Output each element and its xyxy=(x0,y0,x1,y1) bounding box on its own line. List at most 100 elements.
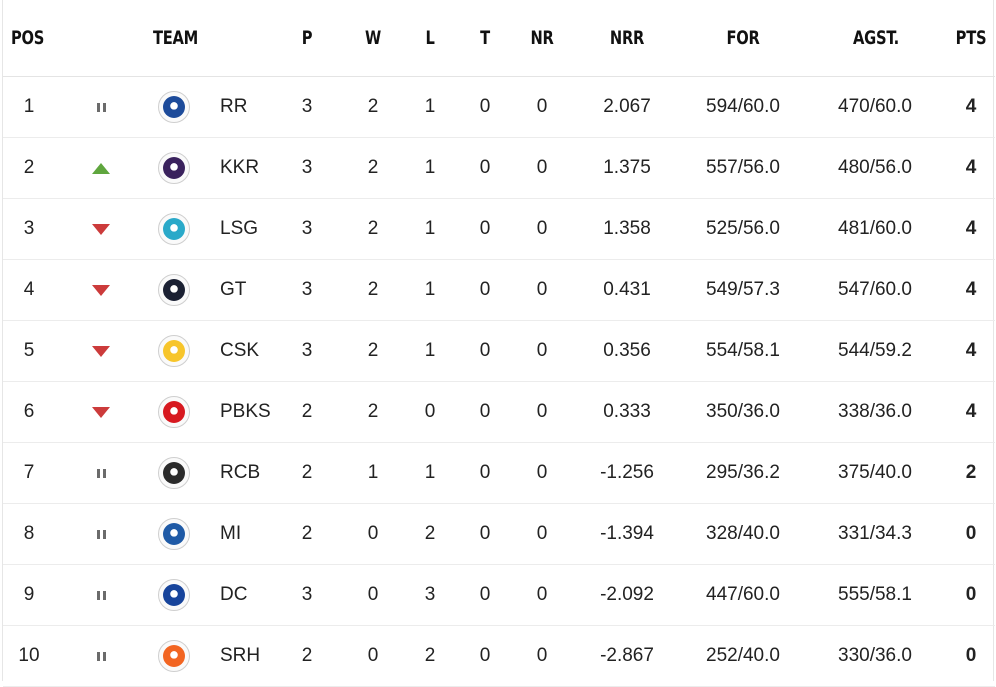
team-name[interactable]: MI xyxy=(220,523,242,544)
team-emblem-icon xyxy=(163,462,185,484)
header-l[interactable]: L xyxy=(425,27,435,49)
cell-won: 0 xyxy=(367,584,379,605)
team-name[interactable]: SRH xyxy=(220,645,261,666)
mi-logo-icon[interactable] xyxy=(158,518,190,550)
header-pos[interactable]: POS xyxy=(11,27,45,49)
team-name[interactable]: CSK xyxy=(220,340,260,361)
cell-won: 2 xyxy=(367,157,379,178)
cell-points: 4 xyxy=(965,157,977,178)
cell-lost: 1 xyxy=(424,218,436,239)
team-emblem-icon xyxy=(163,96,185,118)
pbks-logo-icon[interactable] xyxy=(158,396,190,428)
cell-runs-for: 525/56.0 xyxy=(706,218,780,239)
table-row[interactable]: 7 2 1 1 0 0 -1.256 295/36.2 375/40.0 2 RCB xyxy=(3,443,995,504)
cell-lost: 3 xyxy=(424,584,436,605)
table-row[interactable]: 1 3 2 1 0 0 2.067 594/60.0 470/60.0 4 RR xyxy=(3,77,995,138)
cell-runs-against: 481/60.0 xyxy=(838,218,912,239)
dc-logo-icon[interactable] xyxy=(158,579,190,611)
team-name[interactable]: DC xyxy=(220,584,248,605)
cell-runs-against: 375/40.0 xyxy=(838,462,912,483)
team-name[interactable]: PBKS xyxy=(220,401,271,422)
cell-net-run-rate: -1.256 xyxy=(600,462,654,483)
header-for[interactable]: FOR xyxy=(726,27,760,49)
trend-cell xyxy=(81,382,121,442)
cell-net-run-rate: 2.067 xyxy=(603,96,651,117)
header-w[interactable]: W xyxy=(365,27,381,49)
cell-runs-for: 554/58.1 xyxy=(706,340,780,361)
cell-net-run-rate: 0.431 xyxy=(603,279,651,300)
trend-cell xyxy=(81,626,121,686)
header-team[interactable]: TEAM xyxy=(153,27,199,49)
cell-runs-against: 338/36.0 xyxy=(838,401,912,422)
lsg-logo-icon[interactable] xyxy=(158,213,190,245)
logo-cell xyxy=(158,565,194,625)
cell-position: 10 xyxy=(18,645,40,666)
rcb-logo-icon[interactable] xyxy=(158,457,190,489)
cell-points: 4 xyxy=(965,218,977,239)
header-t[interactable]: T xyxy=(480,27,490,49)
trend-same-icon xyxy=(96,468,106,478)
cell-played: 3 xyxy=(301,96,313,117)
header-nr[interactable]: NR xyxy=(530,27,554,49)
gt-logo-icon[interactable] xyxy=(158,274,190,306)
team-emblem-icon xyxy=(163,340,185,362)
table-row[interactable]: 3 3 2 1 0 0 1.358 525/56.0 481/60.0 4 LSG xyxy=(3,199,995,260)
cell-no-result: 0 xyxy=(536,645,548,666)
kkr-logo-icon[interactable] xyxy=(158,152,190,184)
trend-cell xyxy=(81,77,121,137)
cell-runs-against: 555/58.1 xyxy=(838,584,912,605)
cell-net-run-rate: -2.867 xyxy=(600,645,654,666)
header-nrr[interactable]: NRR xyxy=(609,27,645,49)
trend-up-icon xyxy=(92,162,110,174)
trend-cell xyxy=(81,138,121,198)
header-p[interactable]: P xyxy=(301,27,313,49)
cell-runs-for: 594/60.0 xyxy=(706,96,780,117)
table-row[interactable]: 4 3 2 1 0 0 0.431 549/57.3 547/60.0 4 GT xyxy=(3,260,995,321)
trend-cell xyxy=(81,260,121,320)
cell-position: 5 xyxy=(23,340,35,361)
team-name[interactable]: RR xyxy=(220,96,248,117)
cell-won: 2 xyxy=(367,96,379,117)
cell-played: 3 xyxy=(301,340,313,361)
cell-position: 8 xyxy=(23,523,35,544)
cell-runs-for: 447/60.0 xyxy=(706,584,780,605)
cell-lost: 2 xyxy=(424,523,436,544)
cell-tied: 0 xyxy=(479,279,491,300)
header-agst[interactable]: AGST. xyxy=(853,27,899,49)
team-name[interactable]: RCB xyxy=(220,462,261,483)
table-row[interactable]: 8 2 0 2 0 0 -1.394 328/40.0 331/34.3 0 MI xyxy=(3,504,995,565)
table-row[interactable]: 6 2 2 0 0 0 0.333 350/36.0 338/36.0 4 PBKS xyxy=(3,382,995,443)
cell-lost: 1 xyxy=(424,157,436,178)
header-pts[interactable]: PTS xyxy=(955,27,987,49)
team-name[interactable]: LSG xyxy=(220,218,259,239)
team-emblem-icon xyxy=(163,218,185,240)
rr-logo-icon[interactable] xyxy=(158,91,190,123)
trend-cell xyxy=(81,565,121,625)
cell-played: 2 xyxy=(301,462,313,483)
table-row[interactable]: 5 3 2 1 0 0 0.356 554/58.1 544/59.2 4 CSK xyxy=(3,321,995,382)
srh-logo-icon[interactable] xyxy=(158,640,190,672)
cell-position: 2 xyxy=(23,157,35,178)
cell-tied: 0 xyxy=(479,401,491,422)
trend-down-icon xyxy=(92,345,110,357)
cell-lost: 2 xyxy=(424,645,436,666)
cell-position: 1 xyxy=(23,96,35,117)
cell-position: 4 xyxy=(23,279,35,300)
cell-no-result: 0 xyxy=(536,340,548,361)
team-name[interactable]: GT xyxy=(220,279,247,300)
cell-points: 0 xyxy=(965,584,977,605)
cell-points: 0 xyxy=(965,645,977,666)
table-row[interactable]: 9 3 0 3 0 0 -2.092 447/60.0 555/58.1 0 DC xyxy=(3,565,995,626)
team-name[interactable]: KKR xyxy=(220,157,260,178)
team-emblem-icon xyxy=(163,645,185,667)
csk-logo-icon[interactable] xyxy=(158,335,190,367)
table-row[interactable]: 2 3 2 1 0 0 1.375 557/56.0 480/56.0 4 KKR xyxy=(3,138,995,199)
team-emblem-icon xyxy=(163,584,185,606)
team-emblem-icon xyxy=(163,157,185,179)
cell-won: 2 xyxy=(367,340,379,361)
trend-same-icon xyxy=(96,102,106,112)
cell-played: 3 xyxy=(301,218,313,239)
cell-no-result: 0 xyxy=(536,279,548,300)
cell-won: 0 xyxy=(367,645,379,666)
table-row[interactable]: 10 2 0 2 0 0 -2.867 252/40.0 330/36.0 0 SRH xyxy=(3,626,995,687)
